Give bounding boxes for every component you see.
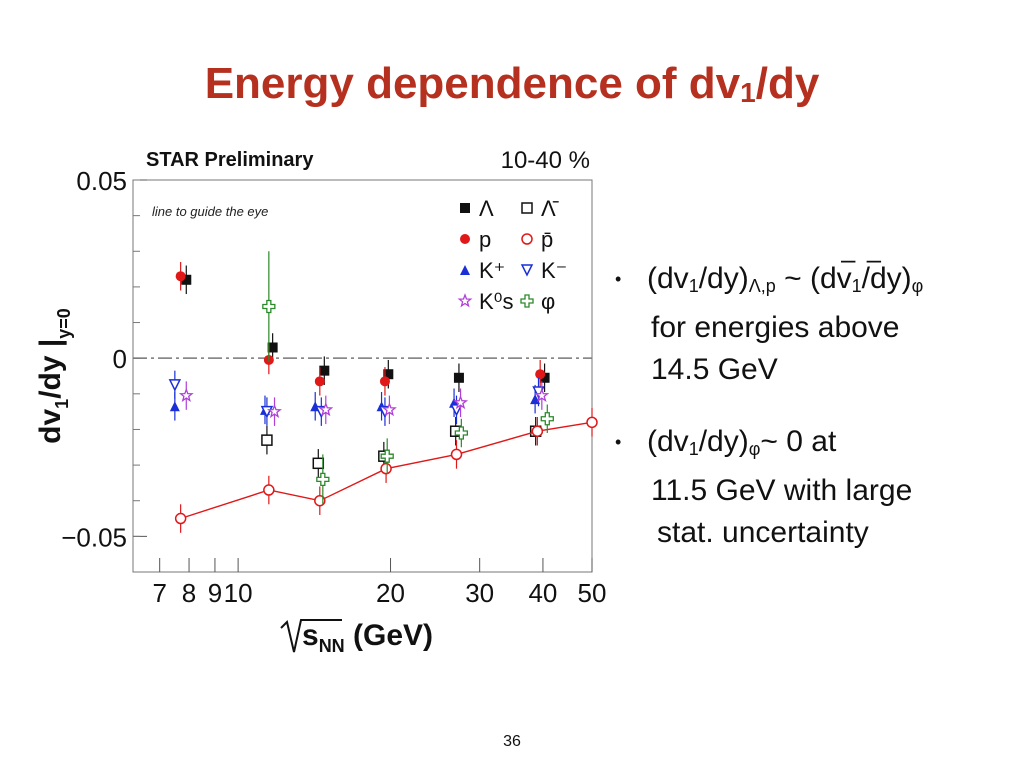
legend-item: p̄ [521,227,553,252]
legend-label: K⁰s [479,289,514,314]
slide-title: Energy dependence of dv1/dy [204,59,820,109]
data-point [534,387,550,403]
data-point [314,376,325,387]
x-tick-label: 10 [224,578,253,608]
page-number: 36 [503,733,521,750]
data-point [174,512,187,525]
y-axis-label: dv1/dy |y=0 [34,308,74,444]
data-point [452,394,469,410]
data-point [169,401,180,412]
centrality-label: 10-40 % [501,147,590,174]
legend-item: Λ̄ [521,196,559,221]
x-tick-label: 40 [528,578,557,608]
legend-marker [457,293,473,308]
series-φ [262,251,554,505]
legend-item: K⁻ [520,258,567,283]
svg-text:sNN (GeV): sNN (GeV) [302,619,433,656]
x-tick-label: 9 [208,578,222,608]
plot-frame [132,179,593,573]
data-point [318,402,334,417]
data-point [178,387,194,403]
bullet-item: • – – (dv1/dy)Λ,p ~ (dv1/dy)φ for energi… [615,244,1015,391]
legend-label: φ [541,289,555,314]
legend-marker [520,264,534,277]
chart-title: STAR Preliminary [146,149,314,171]
legend-item: φ [520,289,555,314]
data-point [453,372,464,383]
y-tick-label: 0.05 [76,166,127,196]
dv1-dy-energy-plot: STAR Preliminary 10-40 % line to guide t… [34,147,607,656]
guide-line-annotation: line to guide the eye [152,204,268,219]
legend-marker [460,234,470,244]
data-point [262,299,276,314]
y-tick-label: 0 [113,344,127,374]
data-point [450,404,463,417]
legend-item: K⁺ [460,258,505,283]
bullet-dot-icon: • [615,432,622,452]
data-point [454,426,468,440]
series-p̄ [174,408,598,533]
data-point [383,369,394,380]
legend-marker [521,233,533,245]
x-tick-label: 30 [465,578,494,608]
data-point [531,425,544,437]
legend-label: K⁺ [479,258,505,283]
bullet-dot-icon: • [615,269,622,289]
legend-marker [521,202,533,214]
bullet-item: • (dv1/dy)φ~ 0 at 11.5 GeV with large st… [615,421,1015,554]
data-point [263,484,275,496]
legend-label: p̄ [541,227,553,252]
legend-marker [460,203,470,213]
data-point [267,342,278,353]
bullet-list: • – – (dv1/dy)Λ,p ~ (dv1/dy)φ for energi… [615,244,1015,584]
data-point [312,457,325,470]
x-axis-label: sNN (GeV) [280,619,433,656]
legend-marker [460,265,470,275]
data-point [379,376,390,387]
antiparticle-overbar: – – [841,244,884,274]
legend-label: Λ [479,196,494,221]
data-point [267,403,282,419]
data-point [175,271,186,282]
data-point [539,372,550,383]
legend-marker [520,294,534,308]
data-point [319,365,330,376]
svg-text:dv1/dy |y=0: dv1/dy |y=0 [34,308,74,444]
data-point [316,472,330,486]
data-point [168,379,182,392]
data-point [381,402,397,417]
data-point [261,434,273,446]
data-point [540,412,554,426]
legend-item: Λ [460,196,494,221]
data-point [535,369,546,380]
x-tick-label: 50 [578,578,607,608]
data-point [450,448,463,461]
x-tick-label: 7 [152,578,166,608]
data-point [380,449,394,463]
legend-label: K⁻ [541,258,567,283]
data-point [380,462,392,475]
legend-label: Λ̄ [541,196,559,221]
legend-item: K⁰s [457,289,514,314]
y-tick-label: −0.05 [61,522,127,552]
series-K⁰s [178,381,550,426]
legend-item: p [460,227,491,252]
data-point [586,416,598,429]
x-tick-label: 20 [376,578,405,608]
x-tick-label: 8 [182,578,196,608]
legend-label: p [479,227,491,252]
data-point [181,274,192,285]
